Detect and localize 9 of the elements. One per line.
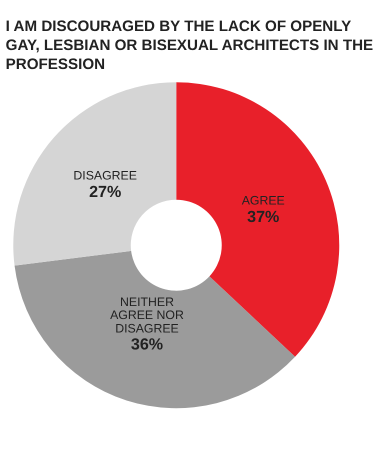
data-label: 37% [247, 208, 280, 226]
data-label: 27% [89, 182, 122, 201]
donut-slice [14, 250, 296, 408]
slice-label: DISAGREE [73, 168, 137, 183]
slice-label: NEITHER AGREE NOR DISAGREE [110, 294, 184, 336]
chart-title: I AM DISCOURAGED BY THE LACK OF OPENLY GAY, LESBIAN OR BISEXUAL ARCHITECTS IN THE PROFESSION [6, 18, 374, 73]
slice-label: AGREE [242, 194, 285, 208]
donut-slice [13, 82, 176, 266]
data-label: 36% [130, 336, 164, 354]
